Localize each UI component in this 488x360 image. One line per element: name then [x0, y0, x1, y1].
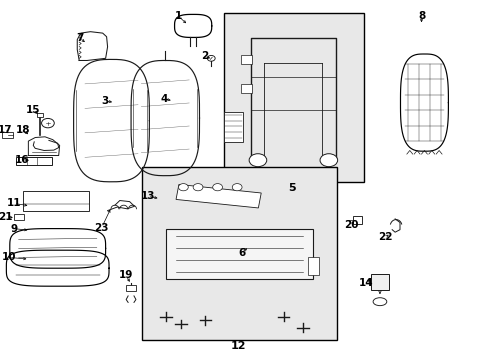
- Bar: [307, 257, 318, 275]
- Circle shape: [178, 184, 188, 191]
- Bar: [126, 285, 136, 291]
- Text: 12: 12: [230, 341, 246, 351]
- Circle shape: [207, 55, 215, 61]
- Ellipse shape: [372, 298, 386, 306]
- Text: 17: 17: [0, 125, 12, 135]
- Bar: [224, 13, 364, 182]
- Bar: [23, 191, 89, 211]
- Text: 2: 2: [201, 51, 207, 61]
- Circle shape: [248, 154, 266, 167]
- Circle shape: [193, 184, 203, 191]
- Text: 9: 9: [10, 224, 17, 234]
- Text: 7: 7: [76, 33, 83, 43]
- Bar: [223, 112, 243, 142]
- Circle shape: [319, 154, 337, 167]
- Bar: [2, 132, 13, 138]
- Circle shape: [212, 184, 222, 191]
- Bar: [142, 167, 337, 340]
- Text: 13: 13: [140, 191, 155, 201]
- Text: 16: 16: [15, 155, 29, 165]
- Text: 10: 10: [1, 252, 16, 262]
- Bar: [352, 216, 361, 224]
- Bar: [14, 214, 24, 220]
- Text: 6: 6: [238, 248, 244, 258]
- Text: 21: 21: [0, 212, 13, 222]
- Text: 19: 19: [119, 270, 133, 280]
- Bar: [240, 55, 251, 64]
- Text: 23: 23: [94, 222, 109, 233]
- Text: 22: 22: [377, 232, 392, 242]
- Text: 20: 20: [343, 220, 358, 230]
- Bar: [176, 184, 261, 208]
- Bar: [370, 274, 388, 290]
- Text: 14: 14: [358, 278, 372, 288]
- Bar: [16, 157, 52, 165]
- Circle shape: [232, 184, 242, 191]
- Bar: [166, 229, 312, 279]
- Text: 5: 5: [288, 183, 296, 193]
- Text: 8: 8: [417, 11, 424, 21]
- Bar: [240, 84, 251, 93]
- Text: 1: 1: [175, 11, 182, 21]
- Text: 3: 3: [102, 96, 108, 106]
- Bar: [37, 113, 43, 117]
- Text: 15: 15: [26, 105, 41, 115]
- Text: 4: 4: [160, 94, 167, 104]
- Text: 11: 11: [6, 198, 21, 208]
- Circle shape: [41, 118, 54, 128]
- Text: 18: 18: [16, 125, 31, 135]
